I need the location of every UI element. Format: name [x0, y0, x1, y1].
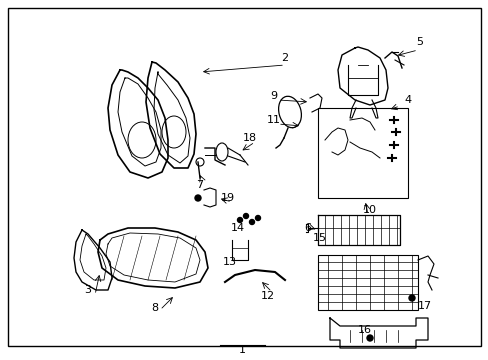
Text: 13: 13 — [223, 257, 237, 267]
Text: 14: 14 — [230, 223, 244, 233]
Text: 19: 19 — [221, 193, 235, 203]
Text: 17: 17 — [417, 301, 431, 311]
Text: 7: 7 — [196, 180, 203, 190]
Text: 8: 8 — [151, 303, 158, 313]
Text: 12: 12 — [261, 291, 274, 301]
Circle shape — [249, 220, 254, 225]
Text: 15: 15 — [312, 233, 326, 243]
Circle shape — [237, 217, 242, 222]
Text: 5: 5 — [416, 37, 423, 47]
Text: 18: 18 — [243, 133, 257, 143]
Text: 6: 6 — [304, 223, 311, 233]
Circle shape — [195, 195, 201, 201]
Circle shape — [243, 213, 248, 219]
Text: 11: 11 — [266, 115, 281, 125]
Text: 16: 16 — [357, 325, 371, 335]
Text: 10: 10 — [362, 205, 376, 215]
Bar — [317, 255, 417, 310]
Circle shape — [255, 216, 260, 220]
Bar — [317, 108, 407, 198]
Circle shape — [408, 295, 414, 301]
Text: 2: 2 — [281, 53, 288, 63]
Text: 9: 9 — [270, 91, 277, 101]
Text: 3: 3 — [84, 285, 91, 295]
Text: 4: 4 — [404, 95, 411, 105]
Circle shape — [366, 335, 372, 341]
Text: 1: 1 — [238, 345, 245, 355]
